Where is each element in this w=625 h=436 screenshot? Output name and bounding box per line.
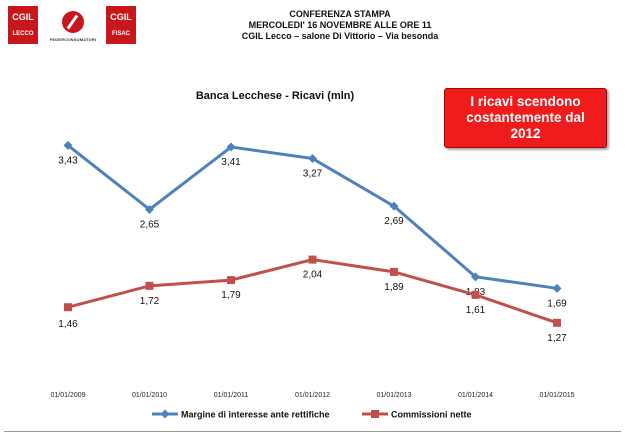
data-point xyxy=(308,255,317,264)
data-label: 1,27 xyxy=(547,333,567,344)
logo-left-text: CGIL xyxy=(12,12,34,22)
data-label: 1,46 xyxy=(58,319,78,330)
series-line-1 xyxy=(67,144,558,290)
cgil-fisac-logo: CGIL FISAC xyxy=(106,6,136,44)
federconsumatori-emblem xyxy=(62,10,84,33)
data-label: 3,43 xyxy=(58,155,78,166)
data-point xyxy=(145,281,154,290)
data-label: 2,69 xyxy=(384,216,404,227)
federconsumatori-logo: FEDERCONSUMATORI xyxy=(50,6,96,46)
data-label: 1,69 xyxy=(547,298,567,309)
press-conference-header: CONFERENZA STAMPA MERCOLEDI' 16 NOVEMBRE… xyxy=(195,9,485,42)
header-line-2: MERCOLEDI' 16 NOVEMBRE ALLE ORE 11 xyxy=(248,20,432,30)
legend-label-2: Commissioni nette xyxy=(391,410,472,420)
data-point xyxy=(145,204,154,214)
data-label: 1,79 xyxy=(221,290,241,301)
logo-right-subtext: FISAC xyxy=(112,31,130,37)
data-label: 1,89 xyxy=(384,282,404,293)
data-point xyxy=(308,154,317,164)
x-tick-label: 01/01/2013 xyxy=(376,392,411,399)
footer-divider xyxy=(4,431,621,432)
x-tick-label: 01/01/2009 xyxy=(50,392,85,399)
data-point xyxy=(471,272,480,282)
data-point xyxy=(553,318,561,327)
data-label: 2,04 xyxy=(303,270,323,281)
data-label: 3,27 xyxy=(303,169,323,180)
logo-middle-caption: FEDERCONSUMATORI xyxy=(49,36,97,42)
data-point xyxy=(63,140,73,150)
x-tick-label: 01/01/2015 xyxy=(539,392,574,399)
data-label: 3,41 xyxy=(221,157,241,168)
x-tick-label: 01/01/2010 xyxy=(132,392,167,399)
data-label: 1,61 xyxy=(466,305,486,316)
data-label: 1,72 xyxy=(140,296,160,307)
legend-marker xyxy=(371,410,379,418)
logo-right-text: CGIL xyxy=(110,12,132,22)
legend-marker xyxy=(160,409,170,419)
chart-title: Banca Lecchese - Ricavi (mln) xyxy=(195,90,355,102)
cgil-lecco-logo: CGIL LECCO xyxy=(8,6,38,44)
data-point xyxy=(390,267,398,276)
data-label: 2,65 xyxy=(140,219,160,230)
data-point xyxy=(64,303,72,312)
data-point xyxy=(389,201,399,211)
data-point xyxy=(552,283,562,293)
data-point xyxy=(471,290,480,299)
header-line-3: CGIL Lecco – salone Di Vittorio – Via be… xyxy=(241,31,439,41)
x-tick-label: 01/01/2011 xyxy=(214,392,249,399)
header-line-1: CONFERENZA STAMPA xyxy=(289,9,391,19)
legend-label-1: Margine di interesse ante rettifiche xyxy=(181,410,330,420)
x-tick-label: 01/01/2014 xyxy=(458,392,493,399)
data-point xyxy=(227,276,235,285)
logo-left-subtext: LECCO xyxy=(12,31,34,37)
x-tick-label: 01/01/2012 xyxy=(295,392,330,399)
callout-box: I ricavi scendono costantemente dal 2012 xyxy=(444,88,607,148)
data-point xyxy=(226,142,236,152)
